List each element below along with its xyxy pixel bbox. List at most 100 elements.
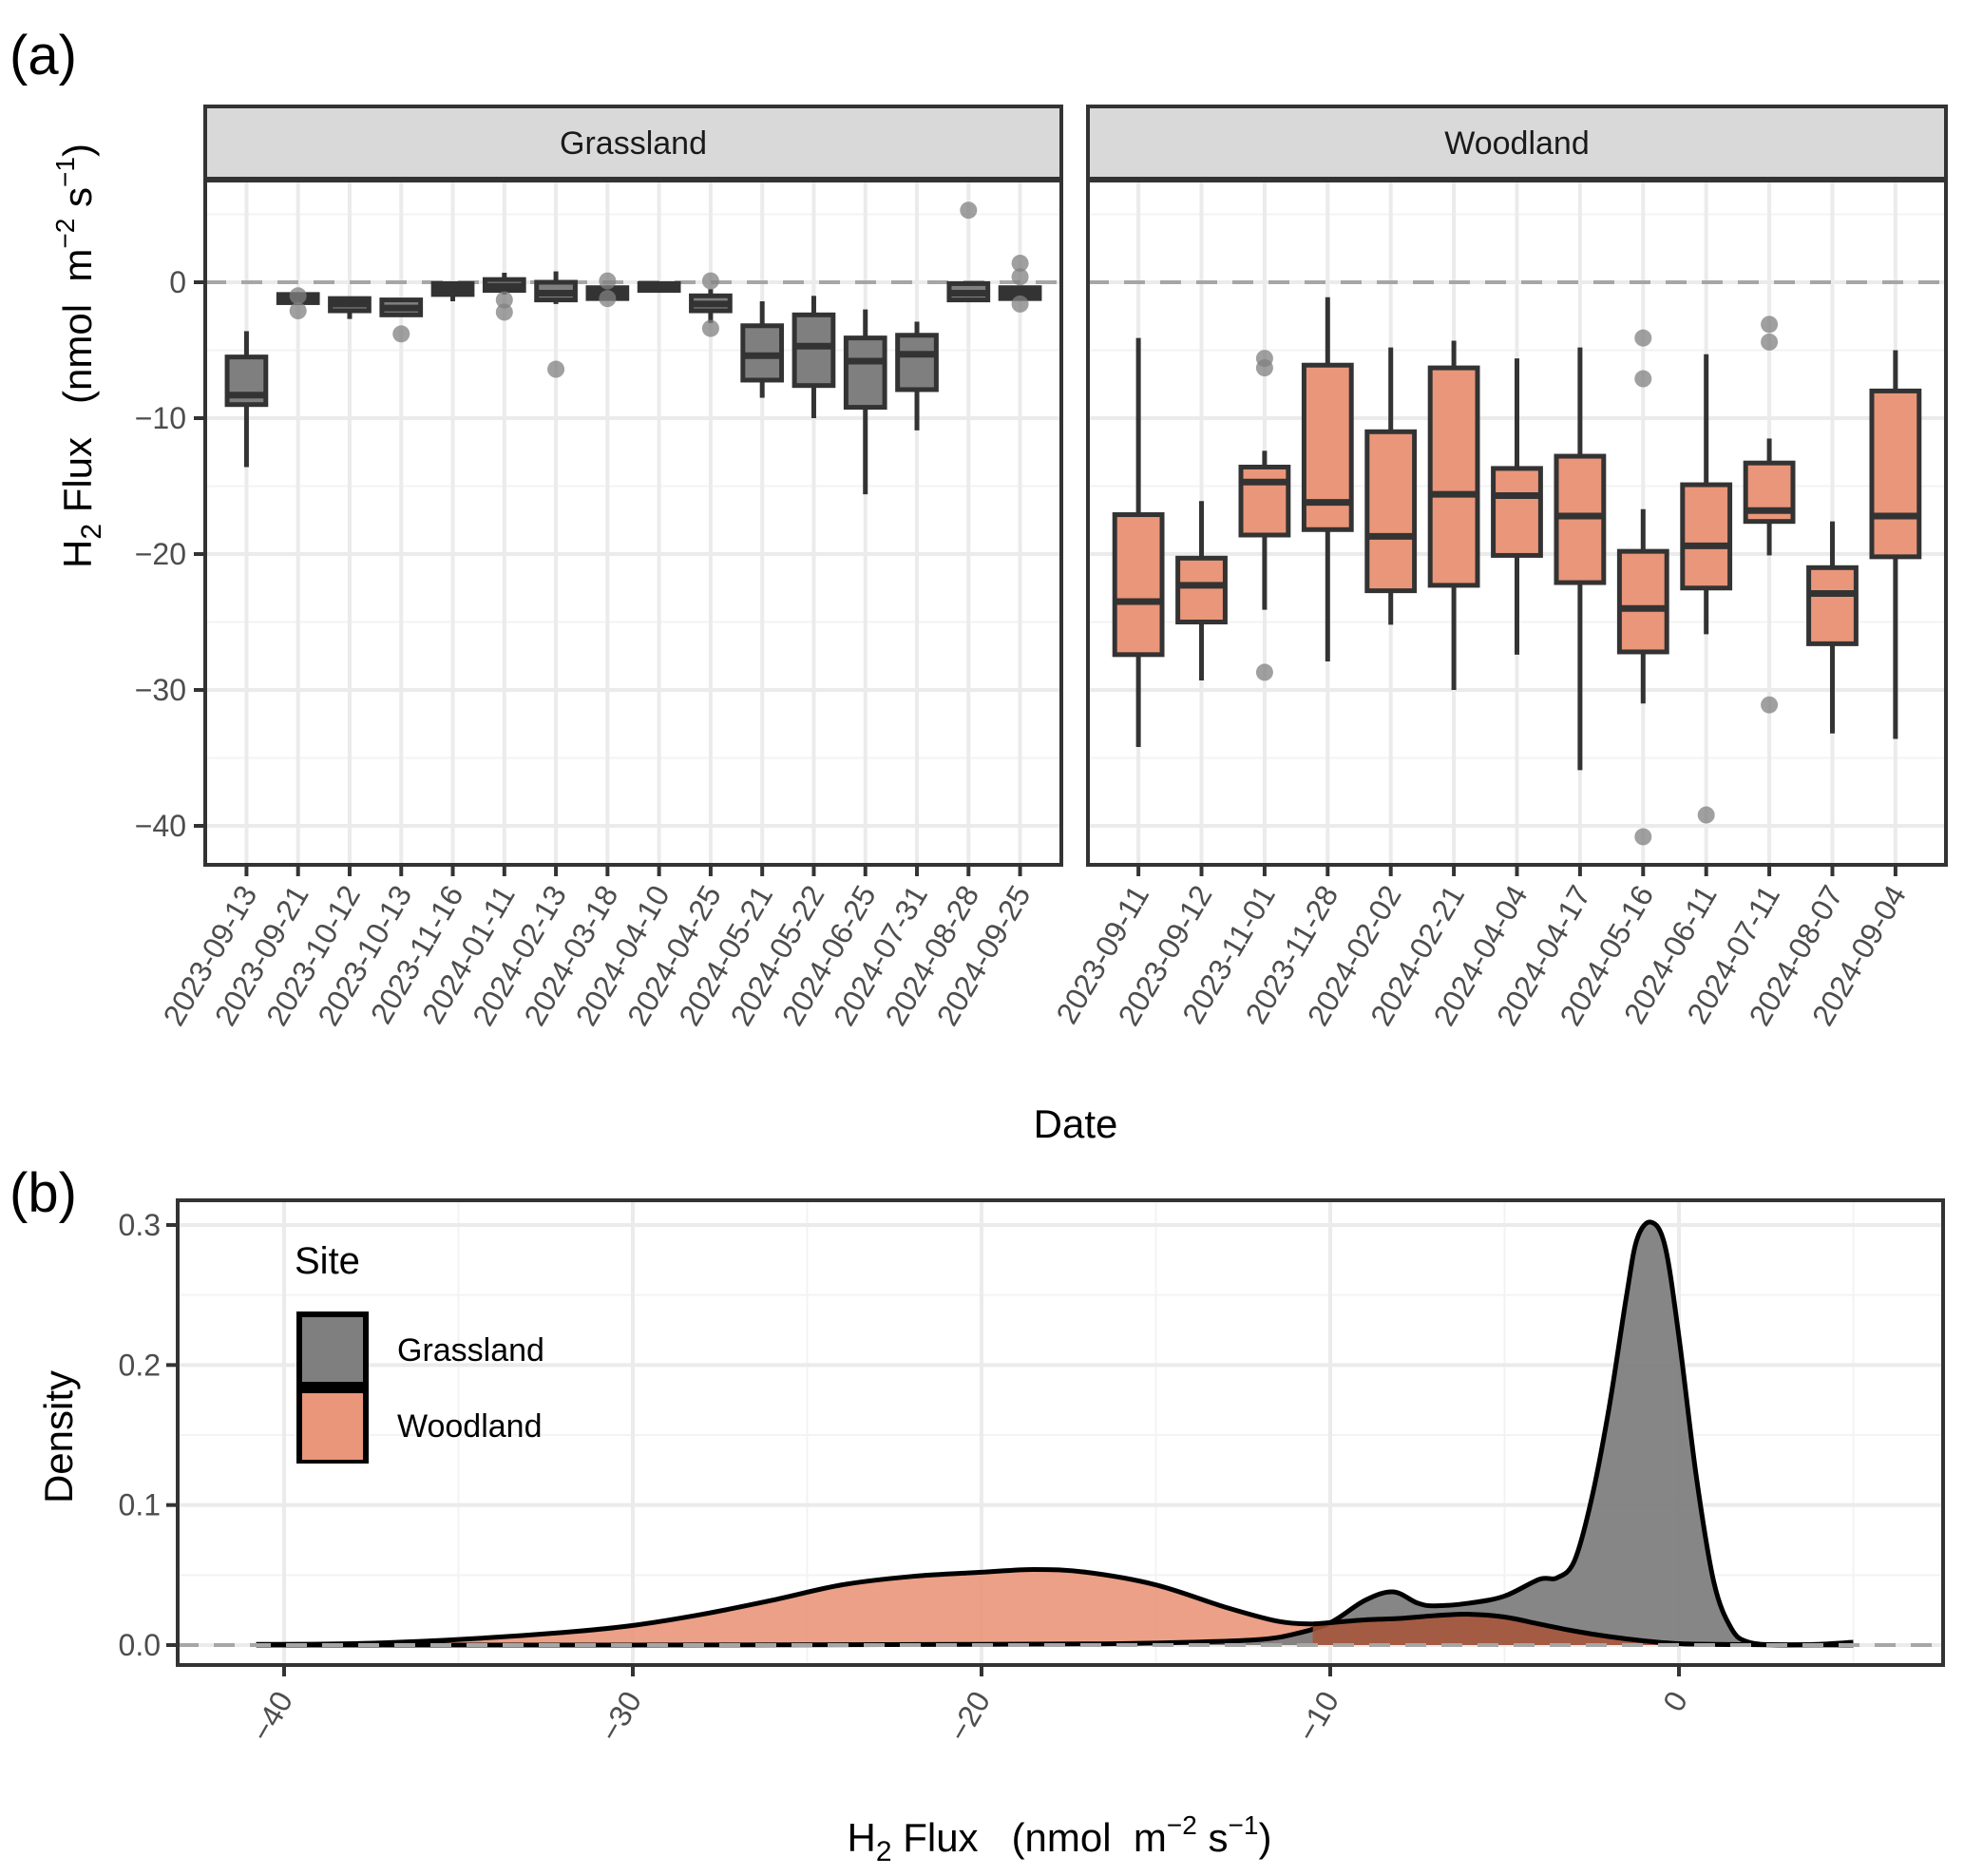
box-2024-02-13 [534, 271, 578, 378]
outlier-point [1761, 696, 1779, 714]
box-iqr [895, 333, 939, 392]
facet-strip-label: Grassland [560, 125, 707, 162]
boxplot-x-axis-title: Date [1034, 1101, 1118, 1146]
box-2023-11-28 [1301, 297, 1354, 661]
facet-strip [1086, 105, 1948, 181]
box-2024-07-11 [1743, 316, 1796, 714]
boxplot-panel: Grassland2023-09-132023-09-212023-10-122… [135, 105, 1948, 1031]
outlier-point [1634, 828, 1652, 846]
box-iqr [791, 312, 836, 389]
outlier-point [960, 201, 978, 220]
outlier-point [289, 302, 307, 320]
box-2024-09-04 [1869, 350, 1922, 739]
legend-label: Woodland [397, 1408, 543, 1445]
plot-border [203, 179, 1063, 867]
box-2024-05-21 [740, 301, 785, 398]
x-tick-label: −10 [1290, 1686, 1345, 1748]
outlier-point [1255, 359, 1273, 377]
box-2023-11-16 [430, 280, 475, 302]
box-2024-05-16 [1616, 329, 1669, 846]
box-iqr [1680, 482, 1733, 591]
box-2023-11-01 [1238, 350, 1291, 681]
box-2023-09-21 [276, 287, 320, 320]
legend-key-grassland [302, 1317, 363, 1382]
box-2024-07-31 [895, 321, 939, 431]
boxplot-y-axis-title: H2 Flux (nmol m−2 s−1) [50, 144, 107, 568]
box-2024-06-11 [1680, 354, 1733, 824]
outlier-point [392, 325, 410, 343]
box-iqr [1869, 388, 1922, 560]
density-area-grassland [256, 1221, 1854, 1646]
y-tick-label: 0.0 [119, 1628, 161, 1662]
outlier-point [289, 287, 307, 305]
box-2024-06-25 [843, 309, 887, 495]
outlier-point [1634, 370, 1652, 388]
box-2024-04-17 [1554, 347, 1607, 771]
box-2024-04-04 [1491, 358, 1543, 655]
box-2023-10-12 [328, 296, 372, 319]
y-tick-label: 0 [169, 265, 186, 299]
outlier-point [1761, 316, 1779, 334]
legend-key-woodland [302, 1393, 363, 1460]
box-2024-08-07 [1806, 521, 1859, 734]
box-2024-04-10 [637, 280, 681, 294]
box-2024-04-25 [689, 272, 733, 337]
density-border [176, 1198, 1945, 1667]
outlier-point [599, 290, 617, 308]
box-iqr [1491, 466, 1543, 558]
y-tick-label: 0.2 [119, 1348, 161, 1382]
box-2024-08-28 [946, 201, 991, 303]
outlier-point [1697, 806, 1715, 824]
x-tick-label: 0 [1656, 1686, 1694, 1717]
outlier-point [495, 303, 513, 321]
outlier-point [701, 272, 719, 290]
box-iqr [1175, 555, 1228, 624]
box-iqr [1238, 464, 1291, 538]
x-tick-label: −30 [593, 1686, 648, 1748]
panel-label-b: (b) [10, 1162, 77, 1224]
box-2023-09-11 [1112, 337, 1165, 748]
facet-woodland: Woodland2023-09-112023-09-122023-11-0120… [1049, 105, 1948, 1031]
panel-label-a: (a) [10, 25, 77, 86]
box-2023-09-12 [1175, 501, 1228, 680]
outlier-point [1011, 295, 1029, 313]
facet-strip-label: Woodland [1444, 125, 1590, 162]
box-2024-02-02 [1364, 347, 1418, 625]
y-tick-label: −20 [135, 537, 186, 571]
y-tick-label: −40 [135, 809, 186, 843]
outlier-point [1011, 268, 1029, 286]
box-2024-03-18 [585, 272, 630, 308]
density-panel: 0.0 0.1 0.2 0.3 −40 −30 −20 −10 0 Site Grassland Wo… [119, 1198, 1945, 1748]
outlier-point [1255, 663, 1273, 681]
y-tick-label: 0.1 [119, 1488, 161, 1522]
box-iqr [843, 335, 887, 411]
y-tick-label: −10 [135, 401, 186, 435]
density-y-axis-title: Density [36, 1370, 81, 1503]
outlier-point [1761, 333, 1779, 351]
box-2024-02-21 [1427, 340, 1480, 690]
box-iqr [1616, 548, 1669, 655]
box-iqr [1364, 429, 1418, 594]
box-2024-05-22 [791, 296, 836, 418]
box-2023-09-13 [224, 331, 269, 468]
outlier-point [1634, 329, 1652, 347]
y-tick-label: 0.3 [119, 1208, 161, 1242]
density-x-axis-title: H2 Flux (nmol m−2 s−1) [848, 1810, 1272, 1867]
outlier-point [495, 291, 513, 309]
density-overlap-area [1312, 1614, 1854, 1645]
box-iqr [1112, 512, 1165, 658]
legend-title: Site [295, 1240, 360, 1282]
outlier-point [701, 319, 719, 337]
outlier-point [1011, 254, 1029, 272]
box-iqr [1427, 365, 1480, 588]
y-tick-label: −30 [135, 673, 186, 707]
legend: Site Grassland Woodland [295, 1240, 544, 1464]
box-iqr [1554, 453, 1607, 585]
facet-grassland: Grassland2023-09-132023-09-212023-10-122… [156, 105, 1063, 1031]
x-tick-label: −40 [244, 1686, 299, 1748]
outlier-point [547, 360, 565, 378]
plot-border [1086, 179, 1948, 867]
box-iqr [1806, 565, 1859, 646]
legend-label: Grassland [397, 1332, 544, 1369]
